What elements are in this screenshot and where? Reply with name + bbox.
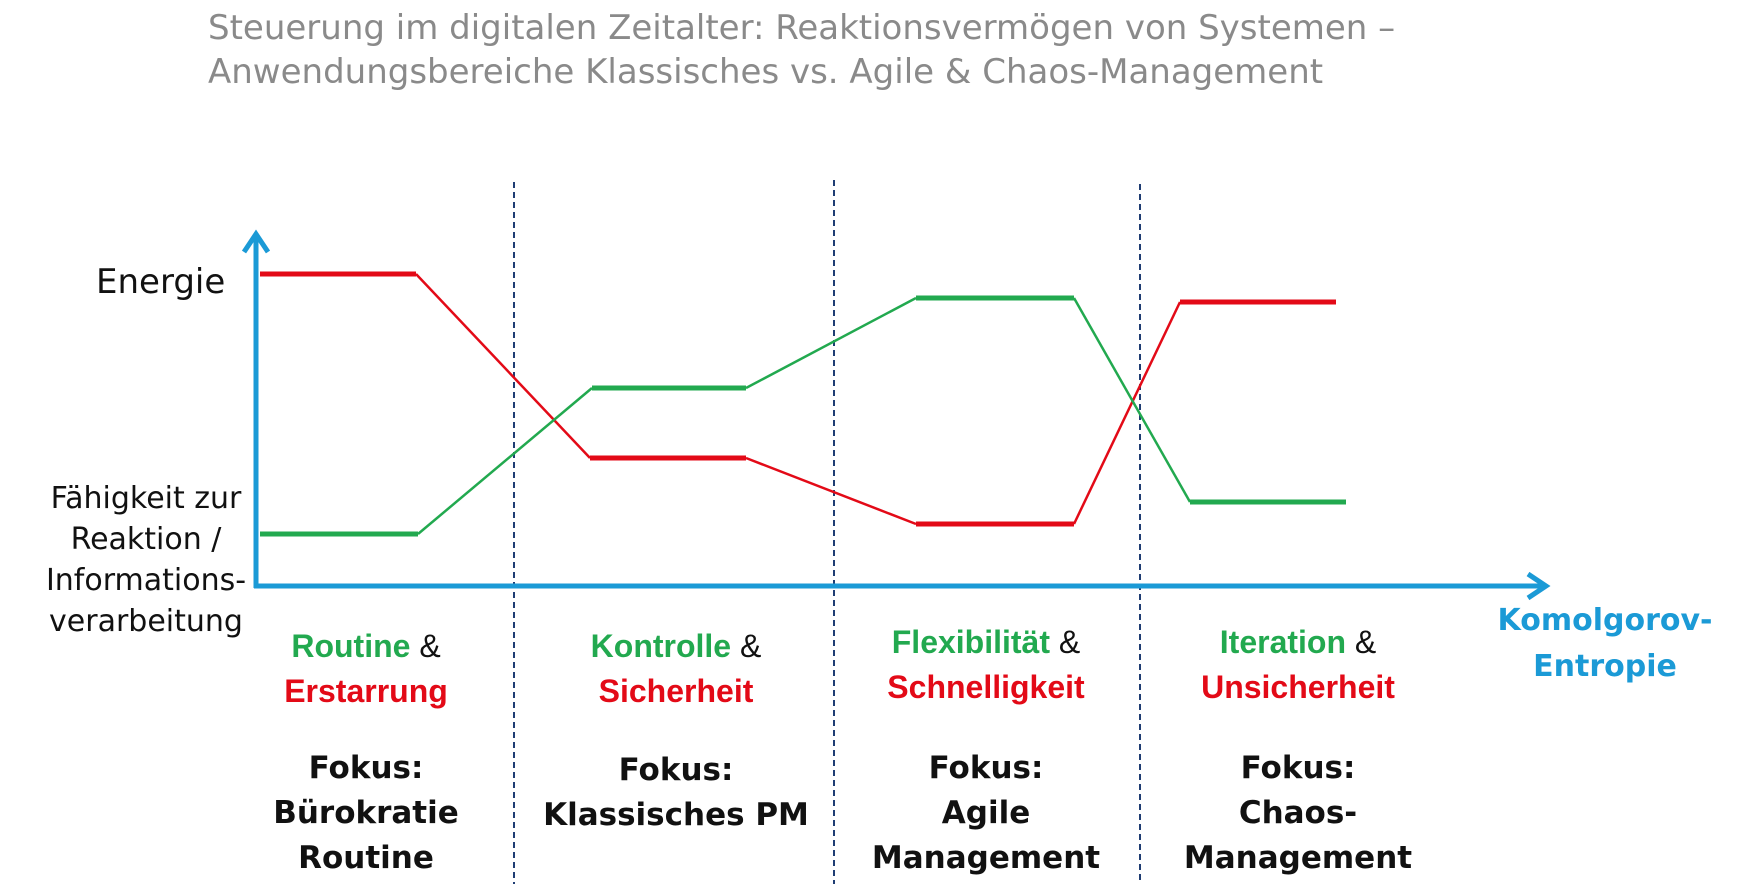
phase-2-focus-line-1: Fokus: bbox=[618, 752, 734, 788]
phase-1-focus: Fokus: Bürokratie Routine bbox=[216, 746, 516, 881]
phase-3-focus: Fokus: Agile Management bbox=[836, 746, 1136, 881]
phase-1-focus-line-3: Routine bbox=[298, 840, 434, 876]
phase-4-focus-line-2: Chaos- bbox=[1238, 795, 1358, 831]
phase-3-focus-line-3: Management bbox=[871, 840, 1101, 876]
phase-2-focus-line-2: Klassisches PM bbox=[543, 797, 809, 833]
phase-4-focus-line-1: Fokus: bbox=[1240, 750, 1356, 786]
energy-transition-3 bbox=[1072, 301, 1182, 525]
phase-4-negative: Unsicherheit bbox=[1201, 669, 1395, 705]
diagram-title: Steuerung im digitalen Zeitalter: Reakti… bbox=[208, 6, 1508, 94]
phase-1-focus-line-2: Bürokratie bbox=[273, 795, 459, 831]
energy-transition-2 bbox=[745, 456, 917, 526]
phase-3-negative: Schnelligkeit bbox=[887, 669, 1085, 705]
y-label-reaction-line-1: Fähigkeit zur bbox=[50, 481, 242, 516]
x-axis-label-line-2: Entropie bbox=[1533, 649, 1677, 684]
phase-1-negative: Erstarrung bbox=[284, 673, 448, 709]
phase-2-positive: Kontrolle bbox=[590, 628, 732, 664]
phase-4-focus-line-3: Management bbox=[1183, 840, 1413, 876]
x-axis-arrowhead bbox=[1526, 571, 1551, 601]
phase-3-focus-line-2: Agile bbox=[941, 795, 1031, 831]
energy-curve bbox=[260, 271, 1336, 527]
y-label-reaction-line-4: verarbeitung bbox=[49, 604, 243, 639]
reaction-curve bbox=[260, 295, 1346, 537]
y-axis-arrowhead bbox=[241, 229, 271, 254]
phase-1-ampersand: & bbox=[419, 628, 441, 664]
y-label-reaction-line-2: Reaktion / bbox=[70, 522, 222, 557]
energy-transition-1 bbox=[415, 273, 591, 459]
y-label-reaction: Fähigkeit zur Reaktion / Informations- v… bbox=[36, 478, 256, 642]
y-label-energie: Energie bbox=[96, 262, 226, 302]
x-axis-label-line-1: Komolgorov- bbox=[1497, 603, 1713, 638]
reaction-transition-3 bbox=[1072, 297, 1192, 503]
phase-2-ampersand: & bbox=[739, 628, 762, 664]
phase-3-ampersand: & bbox=[1058, 624, 1081, 660]
phase-3-focus-line-1: Fokus: bbox=[928, 750, 1044, 786]
reaction-transition-1 bbox=[417, 387, 593, 535]
y-label-reaction-line-3: Informations- bbox=[45, 563, 247, 598]
phase-1-focus-line-1: Fokus: bbox=[308, 750, 424, 786]
x-axis-label: Komolgorov- Entropie bbox=[1490, 598, 1720, 690]
phase-2-focus: Fokus: Klassisches PM bbox=[526, 748, 826, 838]
phase-3-positive: Flexibilität bbox=[891, 624, 1050, 660]
phase-4-ampersand: & bbox=[1354, 624, 1377, 660]
phase-4-positive: Iteration bbox=[1219, 624, 1346, 660]
reaction-transition-2 bbox=[745, 296, 917, 390]
phase-1-positive: Routine bbox=[291, 628, 411, 664]
phase-1-heading: Routine & Erstarrung bbox=[216, 624, 516, 714]
phase-2-negative: Sicherheit bbox=[598, 673, 754, 709]
phase-4-heading: Iteration & Unsicherheit bbox=[1148, 620, 1448, 710]
title-line-2: Anwendungsbereiche Klassisches vs. Agile… bbox=[208, 52, 1324, 92]
title-line-1: Steuerung im digitalen Zeitalter: Reakti… bbox=[208, 8, 1396, 48]
phase-3-heading: Flexibilität & Schnelligkeit bbox=[836, 620, 1136, 710]
phase-2-heading: Kontrolle & Sicherheit bbox=[526, 624, 826, 714]
phase-4-focus: Fokus: Chaos- Management bbox=[1148, 746, 1448, 881]
